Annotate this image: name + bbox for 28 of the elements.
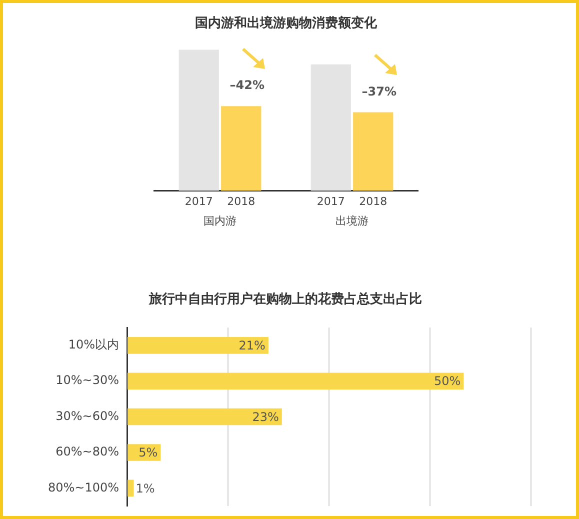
- data-label: 1%: [136, 481, 155, 496]
- bar: [221, 106, 262, 191]
- y-tick-label: 10%~30%: [56, 373, 120, 388]
- series-label: 2017: [184, 195, 213, 208]
- text: 2017: [316, 195, 345, 208]
- bar: [353, 112, 394, 191]
- x-tick-label: 出境游: [336, 214, 368, 228]
- text: 2018: [359, 195, 388, 208]
- y-tick-label: 10%以内: [68, 338, 120, 352]
- chart-title: 国内游和出境游购物消费额变化: [195, 15, 378, 32]
- data-label: 21%: [238, 338, 266, 353]
- bar: [128, 337, 268, 354]
- chart-title: 旅行中自由行用户在购物上的花费占总支出占比: [148, 291, 422, 308]
- data-label: 5%: [138, 446, 158, 460]
- bar: [310, 64, 351, 191]
- annotation: –42%: [230, 78, 264, 92]
- data-label: 50%: [434, 374, 461, 388]
- x-tick-label: 国内游: [204, 214, 236, 228]
- y-tick-label: 80%~100%: [48, 480, 120, 494]
- y-tick-label: 60%~80%: [56, 444, 120, 459]
- data-label: 23%: [252, 410, 279, 424]
- bar: [128, 408, 282, 426]
- series-label: 2018: [227, 195, 256, 208]
- bar: [128, 372, 464, 390]
- annotation: –37%: [362, 84, 396, 98]
- bar: [178, 50, 219, 191]
- y-tick-label: 30%~60%: [56, 408, 120, 423]
- bar: [128, 480, 134, 497]
